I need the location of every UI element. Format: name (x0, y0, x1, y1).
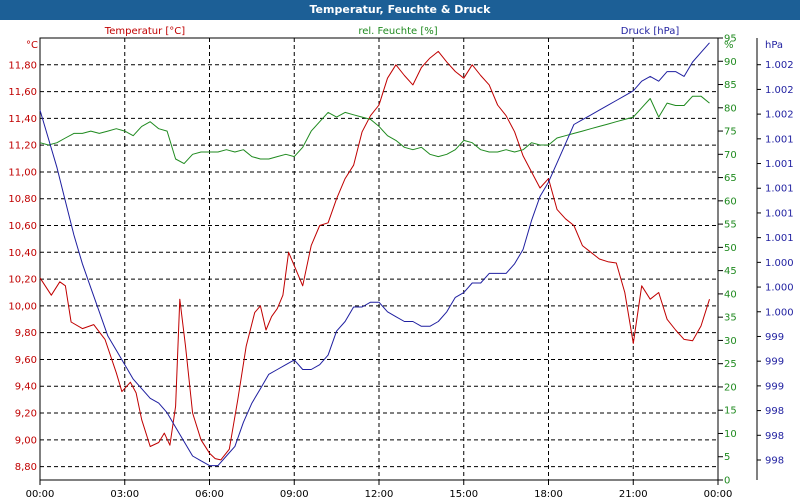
humidity-tick-label: 5 (724, 452, 730, 463)
pressure-tick-label: 999 (765, 381, 784, 392)
x-tick-time: 21:00 (619, 489, 648, 500)
humidity-tick-label: 35 (724, 313, 737, 324)
x-tick-time: 00:00 (704, 489, 733, 500)
humidity-tick-label: 70 (724, 150, 737, 161)
humidity-axis-title: rel. Feuchte [%] (358, 26, 437, 37)
temperature-unit-label: °C (26, 40, 38, 51)
temperature-tick-label: 9,20 (15, 409, 37, 420)
x-tick-time: 03:00 (110, 489, 139, 500)
temperature-tick-label: 11,80 (8, 60, 37, 71)
temperature-tick-label: 8,80 (15, 462, 37, 473)
temperature-tick-label: 10,40 (8, 248, 37, 259)
humidity-tick-label: 90 (724, 57, 737, 68)
temperature-tick-label: 11,20 (8, 141, 37, 152)
humidity-tick-label: 40 (724, 289, 737, 300)
humidity-tick-label: 85 (724, 80, 737, 91)
x-tick-time: 06:00 (195, 489, 224, 500)
axes-group: 00:0002.11.1703:0002.11.1706:0002.11.170… (8, 26, 793, 500)
humidity-tick-label: 15 (724, 406, 737, 417)
humidity-tick-label: 0 (724, 476, 730, 487)
pressure-tick-label: 999 (765, 357, 784, 368)
temperature-axis-title: Temperatur [°C] (104, 26, 185, 37)
humidity-tick-label: 75 (724, 127, 737, 138)
humidity-tick-label: 65 (724, 173, 737, 184)
humidity-tick-label: 55 (724, 220, 737, 231)
pressure-tick-label: 999 (765, 332, 784, 343)
humidity-tick-label: 50 (724, 243, 737, 254)
pressure-tick-label: 998 (765, 431, 784, 442)
pressure-tick-label: 998 (765, 406, 784, 417)
pressure-tick-label: 1.002 (765, 110, 794, 121)
pressure-tick-label: 1.001 (765, 208, 794, 219)
x-tick-time: 09:00 (280, 489, 309, 500)
temperature-tick-label: 9,40 (15, 382, 37, 393)
series-group (39, 42, 710, 467)
pressure-tick-label: 1.001 (765, 159, 794, 170)
pressure-tick-label: 1.002 (765, 60, 794, 71)
pressure-tick-label: 1.000 (765, 283, 794, 294)
humidity-tick-label: 95 (724, 34, 737, 45)
humidity-unit-label: % (724, 40, 734, 51)
humidity-tick-label: 30 (724, 336, 737, 347)
x-tick-time: 15:00 (449, 489, 478, 500)
humidity-tick-label: 10 (724, 429, 737, 440)
temperature-tick-label: 9,00 (15, 435, 37, 446)
humidity-tick-label: 80 (724, 103, 737, 114)
temperature-tick-label: 11,60 (8, 87, 37, 98)
temperature-tick-label: 10,00 (8, 301, 37, 312)
humidity-tick-label: 20 (724, 382, 737, 393)
pressure-unit-label: hPa (765, 40, 783, 51)
pressure-series-line (39, 42, 710, 467)
humidity-tick-label: 60 (724, 196, 737, 207)
pressure-tick-label: 1.002 (765, 85, 794, 96)
temperature-tick-label: 11,40 (8, 114, 37, 125)
temperature-tick-label: 9,60 (15, 355, 37, 366)
chart-canvas: 00:0002.11.1703:0002.11.1706:0002.11.170… (8, 26, 793, 500)
pressure-tick-label: 998 (765, 456, 784, 467)
pressure-axis-title: Druck [hPa] (621, 26, 680, 37)
temperature-tick-label: 10,80 (8, 194, 37, 205)
temperature-series-line (39, 50, 710, 461)
chart-title: Temperatur, Feuchte & Druck (0, 0, 800, 20)
humidity-tick-label: 25 (724, 359, 737, 370)
temperature-tick-label: 11,00 (8, 167, 37, 178)
grid (40, 38, 718, 480)
pressure-tick-label: 1.000 (765, 307, 794, 318)
pressure-tick-label: 1.001 (765, 184, 794, 195)
humidity-tick-label: 45 (724, 266, 737, 277)
pressure-tick-label: 1.000 (765, 258, 794, 269)
x-tick-time: 00:00 (26, 489, 55, 500)
humidity-series-line (39, 95, 710, 165)
temperature-tick-label: 10,20 (8, 275, 37, 286)
temperature-tick-label: 9,80 (15, 328, 37, 339)
x-tick-time: 18:00 (534, 489, 563, 500)
pressure-tick-label: 1.001 (765, 233, 794, 244)
pressure-tick-label: 1.001 (765, 134, 794, 145)
x-tick-time: 12:00 (365, 489, 394, 500)
temperature-tick-label: 10,60 (8, 221, 37, 232)
